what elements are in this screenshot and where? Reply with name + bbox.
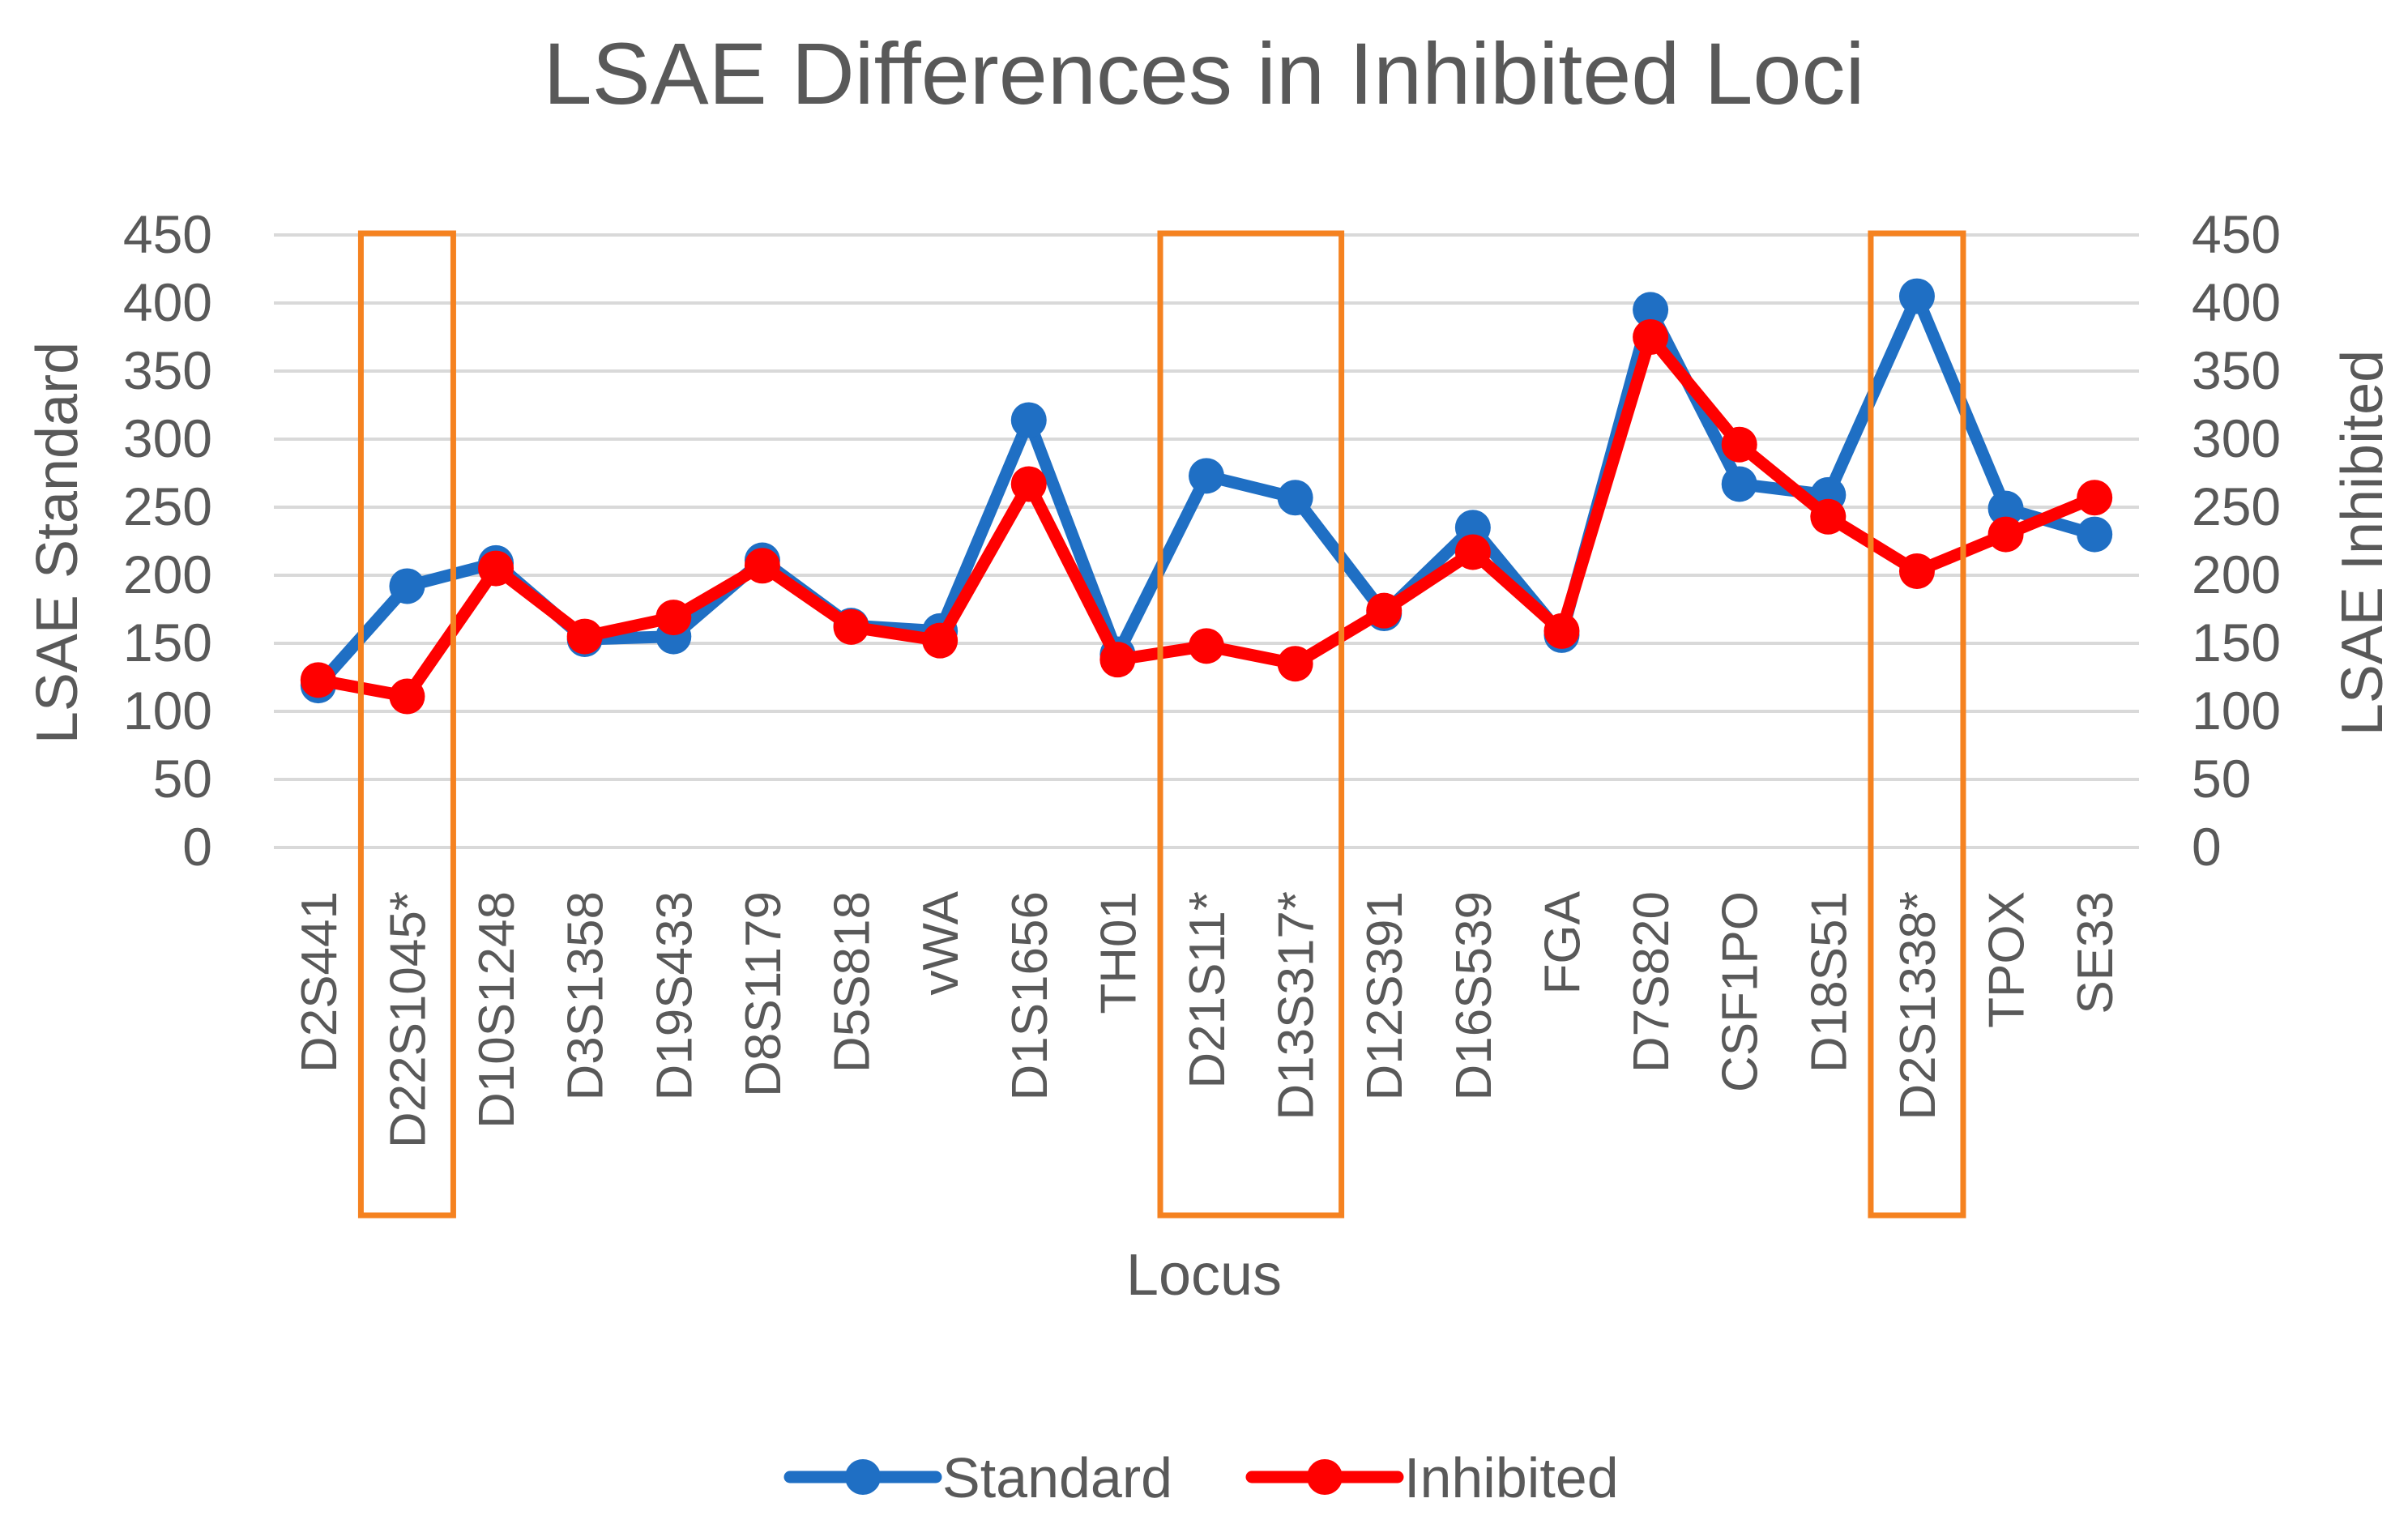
x-axis-title: Locus <box>1126 1243 1282 1308</box>
y-tick-label-left: 150 <box>123 613 212 672</box>
x-tick-label: D3S1358 <box>558 891 614 1101</box>
y-tick-label-right: 250 <box>2192 476 2281 536</box>
y-tick-label-left: 450 <box>123 204 212 264</box>
inhibited-point <box>389 678 425 715</box>
x-tick-label: SE33 <box>2068 891 2124 1014</box>
inhibited-point <box>1366 592 1403 629</box>
inhibited-point <box>2077 480 2113 516</box>
x-tick-label: D16S539 <box>1446 891 1502 1101</box>
inhibited-point <box>300 662 336 698</box>
y-tick-label-right: 100 <box>2192 681 2281 741</box>
y-tick-label-right: 150 <box>2192 613 2281 672</box>
y-tick-label-left: 400 <box>123 272 212 332</box>
x-tick-label: vWA <box>913 890 969 995</box>
y-tick-label-left: 0 <box>182 817 212 877</box>
inhibited-point <box>744 548 780 584</box>
inhibited-point <box>1189 628 1224 664</box>
left-axis-ticks: 0 50 100 150 200 250 300 350 400 450 <box>123 204 212 877</box>
x-tick-label: D7S820 <box>1624 891 1680 1073</box>
x-tick-label: D21S11* <box>1180 891 1236 1089</box>
x-axis-category-labels: D2S441 D22S1045* D10S1248 D3S1358 D19S433 D8S… <box>292 890 2124 1148</box>
inhibited-point <box>1277 646 1313 682</box>
standard-point <box>1721 466 1757 502</box>
standard-point <box>389 568 425 604</box>
legend-inhibited-marker <box>1307 1459 1343 1495</box>
y-tick-label-right: 50 <box>2192 749 2251 809</box>
legend-standard-marker <box>845 1459 881 1495</box>
x-tick-label: D2S441 <box>292 891 348 1073</box>
x-tick-label: D5S818 <box>825 891 881 1073</box>
x-tick-label: D12S391 <box>1357 891 1413 1101</box>
y-tick-label-right: 200 <box>2192 544 2281 604</box>
x-tick-label: D19S433 <box>647 891 702 1101</box>
inhibited-point <box>566 618 603 655</box>
y-tick-label-left: 100 <box>123 681 212 741</box>
x-tick-label: CSF1PO <box>1713 891 1769 1092</box>
inhibited-point <box>922 622 959 659</box>
highlight-box-3 <box>1868 230 1966 1219</box>
inhibited-point <box>1010 466 1047 502</box>
y-tick-label-left: 200 <box>123 544 212 604</box>
standard-point <box>1898 278 1935 314</box>
y-tick-label-right: 400 <box>2192 272 2281 332</box>
standard-point <box>1454 510 1491 546</box>
inhibited-point <box>655 600 692 636</box>
standard-point <box>1633 292 1669 328</box>
right-axis-ticks: 0 50 100 150 200 250 300 350 400 450 <box>2192 204 2281 877</box>
x-tick-label: D8S1179 <box>736 891 792 1097</box>
inhibited-point <box>478 550 514 587</box>
standard-point <box>2077 516 2113 553</box>
standard-point <box>1189 458 1224 494</box>
x-tick-label: D13S317* <box>1269 891 1325 1121</box>
highlight-box-1 <box>357 230 456 1219</box>
inhibited-point <box>1898 553 1935 589</box>
x-tick-label: D1S1656 <box>1002 891 1058 1101</box>
inhibited-point <box>1099 642 1136 678</box>
y-tick-label-right: 450 <box>2192 204 2281 264</box>
x-tick-label: TH01 <box>1091 891 1146 1014</box>
standard-point <box>1010 402 1047 438</box>
y-axis-title-left: LSAE Standard <box>25 342 90 744</box>
x-tick-label: TPOX <box>1979 891 2035 1028</box>
y-tick-label-right: 0 <box>2192 817 2222 877</box>
highlight-box-2 <box>1157 230 1345 1219</box>
x-tick-label: D18S51 <box>1801 891 1857 1073</box>
legend-standard-label: Standard <box>942 1446 1172 1509</box>
standard-point <box>1987 490 2024 527</box>
inhibited-point <box>1721 426 1757 463</box>
y-tick-label-left: 350 <box>123 340 212 400</box>
inhibited-point <box>833 608 869 645</box>
inhibited-point <box>1810 498 1847 535</box>
y-tick-label-right: 350 <box>2192 340 2281 400</box>
highlight-boxes <box>357 230 1966 1219</box>
series-lines <box>300 278 2113 715</box>
x-tick-label: D22S1045* <box>380 891 436 1148</box>
y-tick-label-right: 300 <box>2192 408 2281 468</box>
chart-title: LSAE Differences in Inhibited Loci <box>544 24 1865 122</box>
y-tick-label-left: 300 <box>123 408 212 468</box>
y-axis-title-right: LSAE Inhibited <box>2330 350 2395 736</box>
inhibited-point <box>1543 613 1580 649</box>
x-tick-label: FGA <box>1535 890 1590 994</box>
y-tick-label-left: 250 <box>123 476 212 536</box>
x-tick-label: D2S1338* <box>1890 891 1946 1121</box>
inhibited-point <box>1633 319 1669 355</box>
x-tick-label: D10S1248 <box>469 891 525 1129</box>
y-tick-label-left: 50 <box>153 749 212 809</box>
legend: Standard Inhibited <box>783 1446 1619 1509</box>
inhibited-point <box>1454 534 1491 570</box>
inhibited-point <box>1987 516 2024 553</box>
legend-inhibited-label: Inhibited <box>1404 1446 1619 1509</box>
standard-point <box>1277 480 1313 516</box>
